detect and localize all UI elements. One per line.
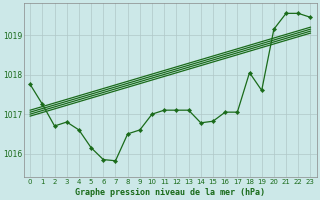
X-axis label: Graphe pression niveau de la mer (hPa): Graphe pression niveau de la mer (hPa) xyxy=(75,188,265,197)
